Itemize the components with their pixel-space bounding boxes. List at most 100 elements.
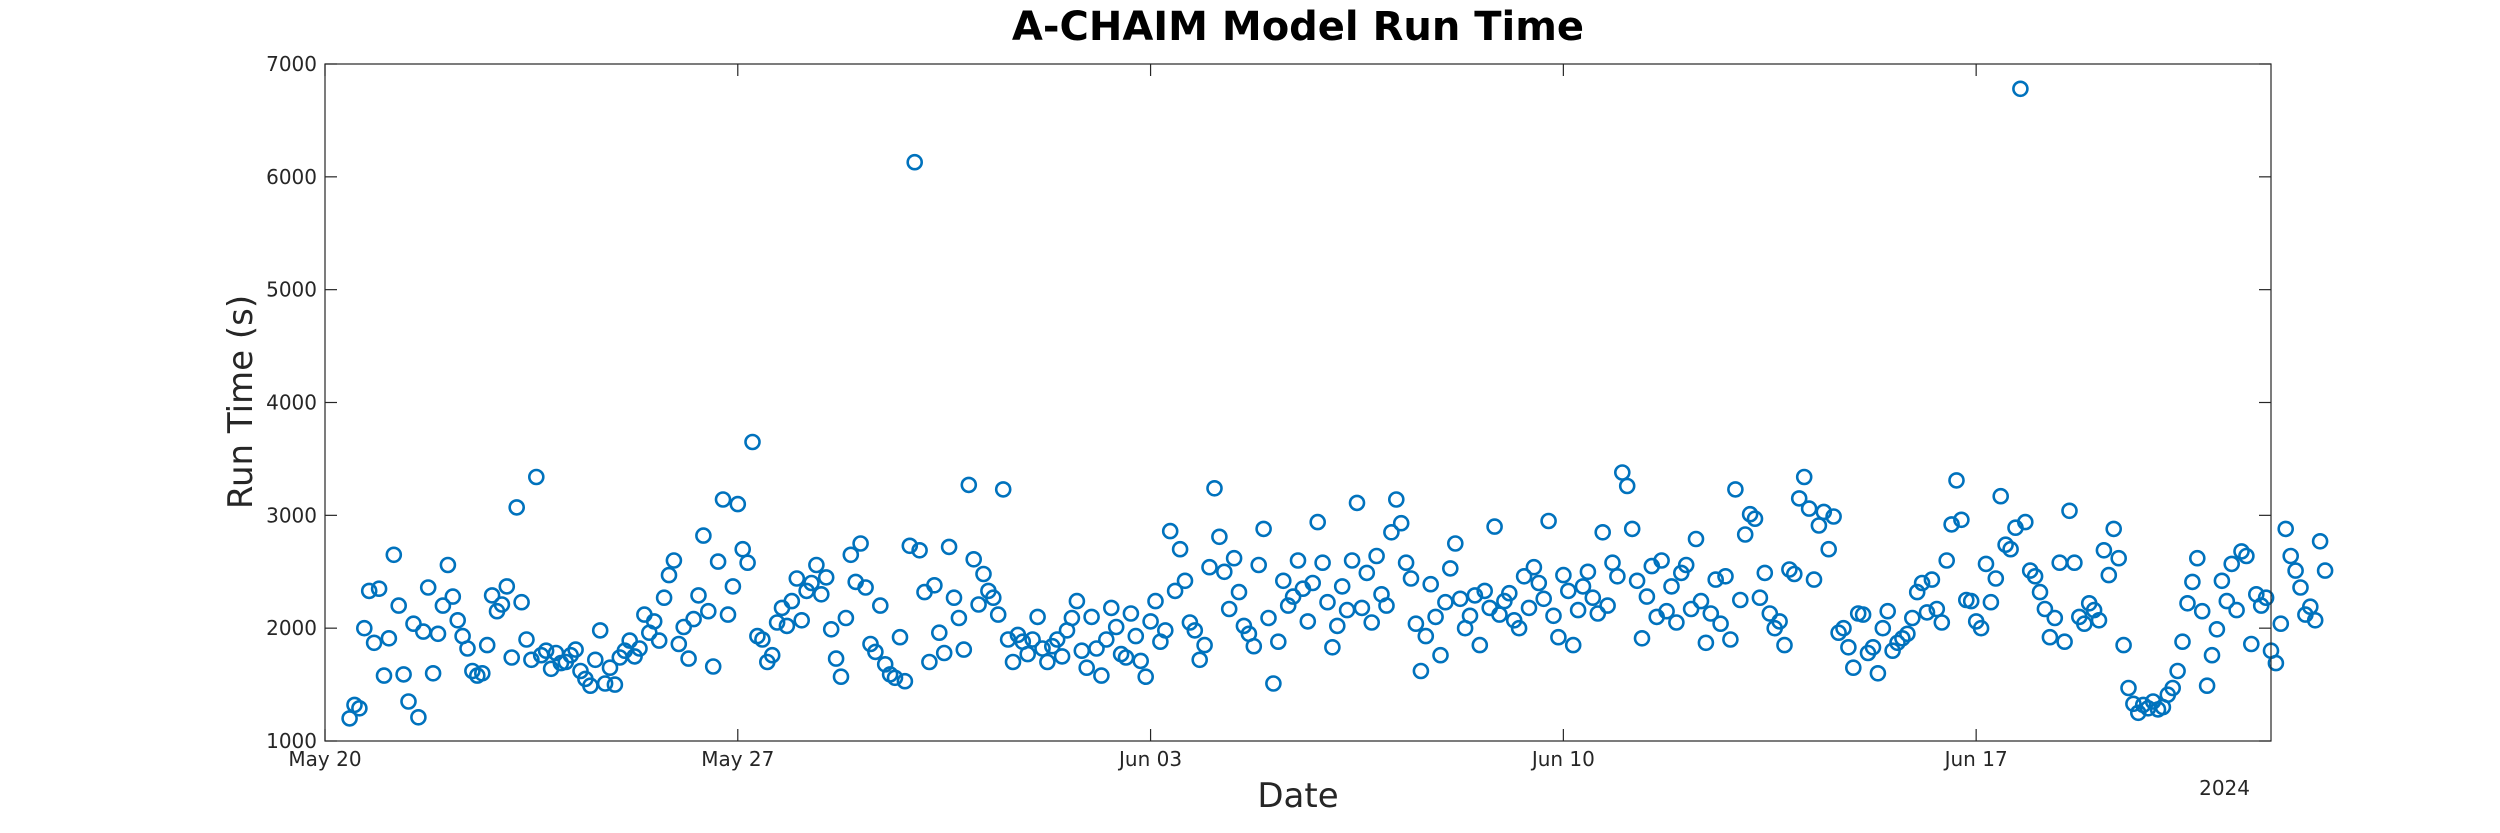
data-point xyxy=(1820,540,1837,558)
data-point xyxy=(822,620,840,638)
data-point xyxy=(675,618,693,636)
x-axis-label: Date xyxy=(1257,776,1338,816)
data-point xyxy=(1540,512,1557,530)
data-point xyxy=(724,578,742,595)
data-point xyxy=(2100,566,2118,584)
data-point xyxy=(1333,578,1351,595)
data-point xyxy=(1982,593,2000,611)
data-point xyxy=(1329,617,1346,635)
data-point xyxy=(1515,567,1533,585)
data-point xyxy=(1913,574,1931,592)
data-point xyxy=(606,676,624,693)
data-point xyxy=(989,606,1007,623)
data-point xyxy=(1594,523,1611,541)
data-point xyxy=(817,569,835,586)
data-point xyxy=(1363,614,1380,631)
data-point xyxy=(650,632,668,649)
data-point xyxy=(2316,562,2334,579)
data-point xyxy=(1658,602,1675,620)
data-point xyxy=(2203,646,2221,664)
data-point xyxy=(351,699,368,717)
data-point xyxy=(2238,547,2255,565)
data-point xyxy=(1845,659,1862,677)
data-point xyxy=(994,481,1012,498)
data-point xyxy=(842,546,860,564)
data-point xyxy=(1417,627,1435,645)
data-point xyxy=(685,610,702,628)
data-point xyxy=(783,592,801,610)
data-point xyxy=(2218,592,2236,610)
data-point xyxy=(355,619,373,637)
data-point xyxy=(1270,633,1287,651)
chart-title: A-CHAIM Model Run Time xyxy=(1012,4,1584,50)
data-point xyxy=(2095,541,2113,559)
data-point xyxy=(852,535,869,552)
data-point xyxy=(1732,591,1749,609)
data-point xyxy=(1854,606,1872,623)
data-point xyxy=(690,587,707,604)
data-point xyxy=(2233,543,2250,560)
data-point xyxy=(1599,597,1616,614)
data-point xyxy=(2076,615,2093,633)
data-point xyxy=(1063,609,1081,627)
y-tick-label: 6000 xyxy=(266,165,317,189)
data-point xyxy=(1746,510,1764,528)
data-point xyxy=(405,615,422,633)
data-point xyxy=(2120,679,2137,697)
data-point xyxy=(1250,556,1267,574)
data-point xyxy=(1122,605,1140,622)
data-point xyxy=(508,499,526,516)
data-point xyxy=(1353,599,1371,617)
data-point xyxy=(444,588,462,605)
data-point xyxy=(930,624,948,642)
data-point xyxy=(1191,651,1208,669)
data-point xyxy=(1904,609,1921,627)
data-point xyxy=(395,666,412,683)
data-point xyxy=(984,589,1002,607)
data-point xyxy=(2213,572,2231,590)
data-point xyxy=(1589,605,1607,622)
data-point xyxy=(1707,571,1724,588)
data-point xyxy=(1908,583,1926,601)
data-point xyxy=(1029,608,1046,626)
data-point xyxy=(926,576,943,594)
data-point xyxy=(1525,558,1543,576)
data-point xyxy=(1053,648,1071,665)
data-point xyxy=(921,653,938,671)
data-point xyxy=(1107,618,1125,636)
data-point xyxy=(955,641,973,658)
data-point xyxy=(793,611,811,629)
data-point xyxy=(1805,571,1823,588)
data-point xyxy=(1756,564,1774,582)
data-point xyxy=(1795,468,1813,486)
data-point xyxy=(1727,481,1744,498)
data-point xyxy=(1196,636,1213,654)
data-point xyxy=(1761,605,1779,622)
data-point xyxy=(1476,582,1493,600)
data-point xyxy=(429,625,447,643)
data-point xyxy=(1790,490,1808,507)
data-point xyxy=(1176,572,1194,590)
data-point xyxy=(1692,592,1710,610)
data-point xyxy=(2115,636,2132,654)
data-point xyxy=(2110,549,2127,567)
data-point xyxy=(1545,607,1562,625)
data-point xyxy=(1943,516,1960,533)
data-point xyxy=(1712,615,1729,633)
data-point xyxy=(1569,601,1587,619)
data-point xyxy=(837,609,855,627)
data-point xyxy=(1717,567,1734,585)
data-point xyxy=(975,565,992,583)
data-point xyxy=(1083,608,1100,626)
data-point xyxy=(906,153,924,171)
data-point xyxy=(2306,611,2324,629)
data-point xyxy=(2208,620,2226,638)
data-point xyxy=(1437,593,1454,611)
data-point xyxy=(1825,508,1842,525)
data-point xyxy=(419,579,437,596)
data-point xyxy=(645,613,663,630)
data-point xyxy=(1378,597,1395,614)
data-point xyxy=(1628,572,1646,590)
data-point xyxy=(1510,619,1528,637)
data-point xyxy=(1962,592,1980,610)
